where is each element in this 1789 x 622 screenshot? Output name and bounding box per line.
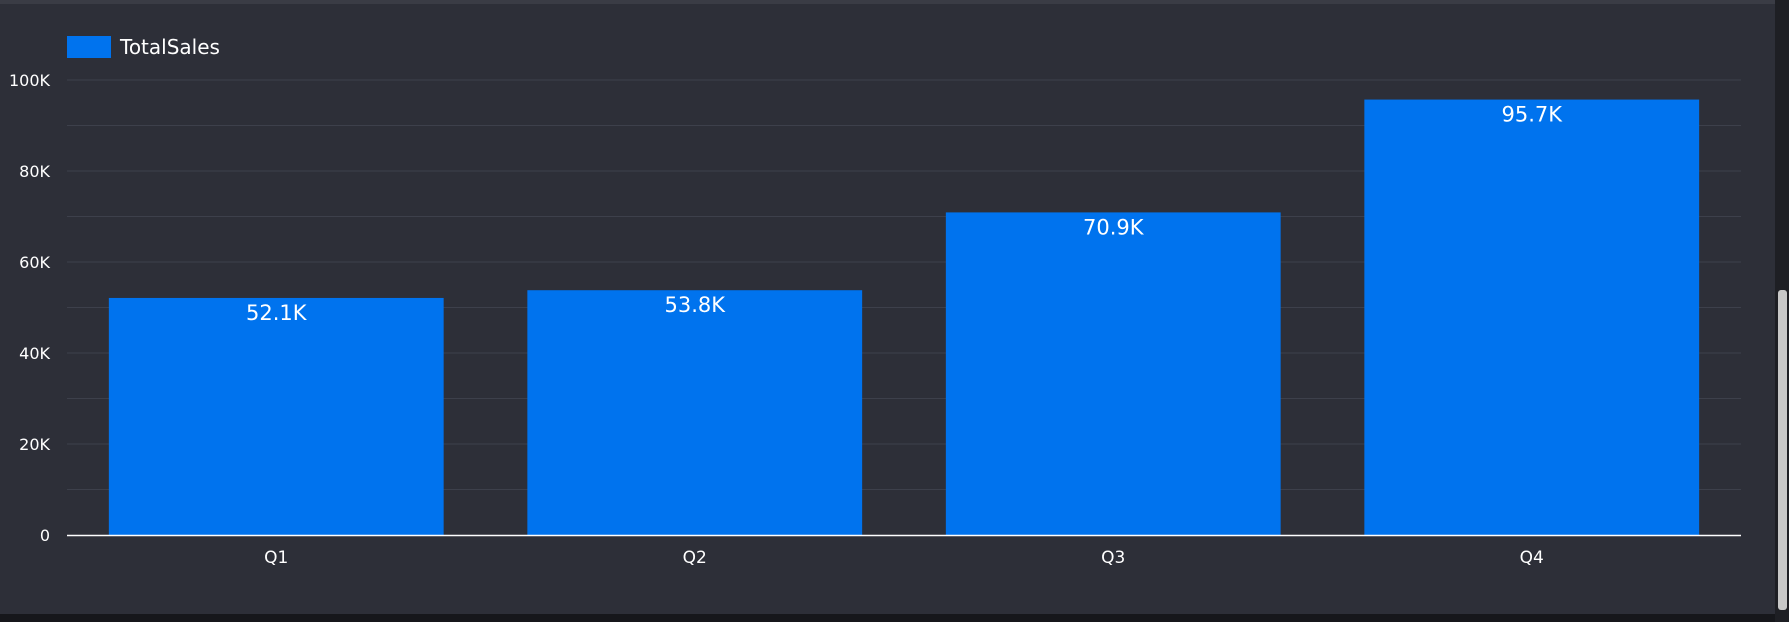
x-tick-label-q2: Q2	[683, 548, 707, 568]
legend-swatch-totalsales	[67, 36, 111, 58]
legend-label-totalsales: TotalSales	[119, 35, 220, 59]
x-axis-ticks: Q1 Q2 Q3 Q4	[264, 548, 1544, 568]
y-tick-label: 60K	[19, 253, 50, 272]
y-tick-label: 20K	[19, 435, 50, 454]
scrollbar-thumb[interactable]	[1778, 290, 1787, 610]
x-tick-label-q4: Q4	[1520, 548, 1544, 568]
y-axis-ticks: 0 20K 40K 60K 80K 100K	[9, 71, 51, 545]
x-tick-label-q1: Q1	[264, 548, 288, 568]
y-tick-label: 40K	[19, 344, 50, 363]
bar-data-label-q2: 53.8K	[664, 293, 726, 317]
bar-q1[interactable]	[108, 297, 444, 535]
y-tick-label: 80K	[19, 162, 50, 181]
bar-data-label-q1: 52.1K	[246, 301, 308, 325]
bar-q3[interactable]	[945, 212, 1281, 535]
panel-top-border	[0, 0, 1775, 4]
y-tick-label: 100K	[9, 71, 51, 90]
bar-data-label-q4: 95.7K	[1501, 103, 1563, 127]
bar-data-label-q3: 70.9K	[1083, 215, 1145, 239]
bar-q4[interactable]	[1364, 99, 1700, 535]
bar-q2[interactable]	[527, 290, 863, 535]
x-tick-label-q3: Q3	[1101, 548, 1125, 568]
legend[interactable]: TotalSales	[67, 35, 220, 59]
y-tick-label: 0	[40, 526, 50, 545]
bars: 52.1K 53.8K 70.9K 95.7K	[108, 99, 1700, 535]
